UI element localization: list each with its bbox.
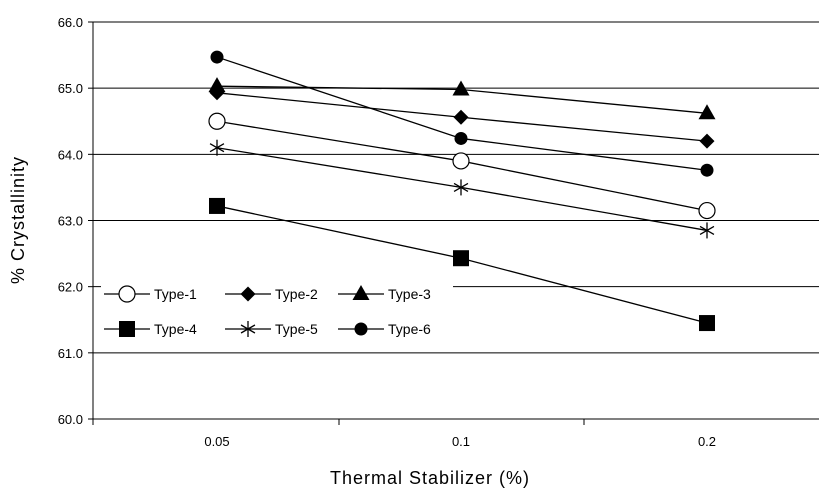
data-point	[209, 197, 225, 214]
legend-label: Type-3	[388, 286, 431, 302]
asterisk-stroke	[453, 182, 469, 192]
asterisk-stroke	[699, 225, 715, 235]
y-axis-ticks: 60.0 61.0 62.0 63.0 64.0 65.0 66.0	[58, 15, 93, 427]
legend-marker	[240, 286, 256, 302]
data-point	[208, 112, 226, 130]
asterisk-stroke	[240, 324, 256, 334]
x-tick-label: 0.2	[698, 434, 716, 449]
legend-marker	[352, 285, 370, 300]
data-point	[208, 77, 226, 93]
x-tick-label: 0.1	[452, 434, 470, 449]
data-point	[698, 201, 716, 220]
series-type-6	[210, 50, 714, 177]
legend-label: Type-6	[388, 321, 431, 337]
y-tick-label: 61.0	[58, 346, 83, 361]
data-point	[699, 222, 715, 239]
data-point	[700, 163, 714, 177]
y-tick-label: 63.0	[58, 214, 83, 229]
legend-marker	[119, 321, 135, 337]
legend-label: Type-2	[275, 286, 318, 302]
data-point	[453, 250, 469, 267]
data-point	[452, 152, 470, 170]
legend-label: Type-5	[275, 321, 318, 337]
series-type-4	[209, 197, 715, 332]
legend-item: Type-4	[104, 321, 197, 337]
series-group	[208, 50, 716, 332]
y-tick-label: 66.0	[58, 15, 83, 30]
y-tick-label: 65.0	[58, 81, 83, 96]
legend-item: Type-1	[104, 285, 197, 303]
x-tick-label: 0.05	[204, 434, 229, 449]
legend-item: Type-2	[225, 286, 318, 302]
legend-label: Type-1	[154, 286, 197, 302]
data-point	[699, 133, 715, 149]
legend-marker	[118, 285, 136, 303]
data-point	[452, 80, 470, 96]
x-axis-title: Thermal Stabilizer (%)	[330, 468, 530, 488]
legend-marker	[240, 321, 256, 337]
legend-marker	[354, 322, 368, 336]
y-tick-label: 60.0	[58, 412, 83, 427]
data-point	[698, 104, 716, 120]
legend-background	[101, 282, 453, 346]
data-point	[454, 131, 468, 145]
legend-item: Type-3	[338, 285, 431, 302]
y-tick-label: 62.0	[58, 280, 83, 295]
y-tick-label: 64.0	[58, 147, 83, 162]
data-point	[209, 139, 225, 156]
series-type-5	[209, 139, 715, 239]
data-point	[453, 109, 469, 125]
legend: Type-1 Type-2 Type-3 Type-4 Type-5 Type-6	[101, 282, 453, 346]
legend-item: Type-5	[225, 321, 318, 337]
series-type-1	[208, 112, 716, 220]
data-point	[210, 50, 224, 64]
data-point	[453, 179, 469, 196]
data-point	[699, 315, 715, 332]
legend-item: Type-6	[338, 321, 431, 337]
asterisk-stroke	[209, 143, 225, 153]
series-type-3	[208, 77, 716, 120]
x-axis-ticks: 0.05 0.1 0.2	[92, 419, 716, 449]
legend-label: Type-4	[154, 321, 197, 337]
y-axis-title: % Crystallinity	[8, 156, 28, 284]
